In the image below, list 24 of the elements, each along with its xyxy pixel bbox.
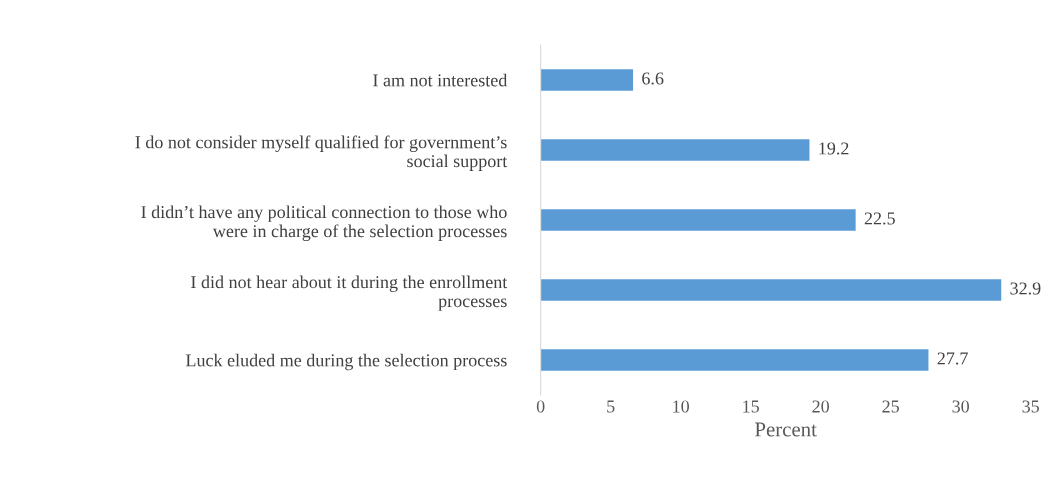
x-tick-label: 0 [536,400,545,413]
data-label: 32.9 [1010,282,1041,295]
bar [540,349,929,371]
y-tick-label: I do not consider myself qualified for government’s social support [135,135,508,171]
x-tick-label: 5 [607,400,615,413]
x-tick-label: 15 [743,400,759,413]
x-tick-label: 20 [812,400,829,413]
y-tick-label: I did not hear about it during the enrollment processes [191,275,508,311]
y-tick-label: Luck eluded me during the selection process [185,353,507,371]
data-label: 19.2 [819,142,849,155]
x-tick-label: 10 [673,400,690,413]
x-tick-label: 35 [1022,400,1039,413]
bar [540,279,1002,301]
y-tick-label: I am not interested [373,73,508,87]
data-label: 27.7 [937,352,968,365]
bar [540,209,856,231]
x-axis-title: Percent [755,422,817,437]
data-label: 6.6 [642,72,664,85]
x-tick-label: 30 [952,400,969,413]
y-tick-label: I didn’t have any political connection to those who were in charge of the selection processes [141,205,507,242]
bar [540,139,810,161]
bar [540,69,634,91]
data-label: 22.5 [864,212,895,225]
x-tick-label: 25 [882,400,899,413]
